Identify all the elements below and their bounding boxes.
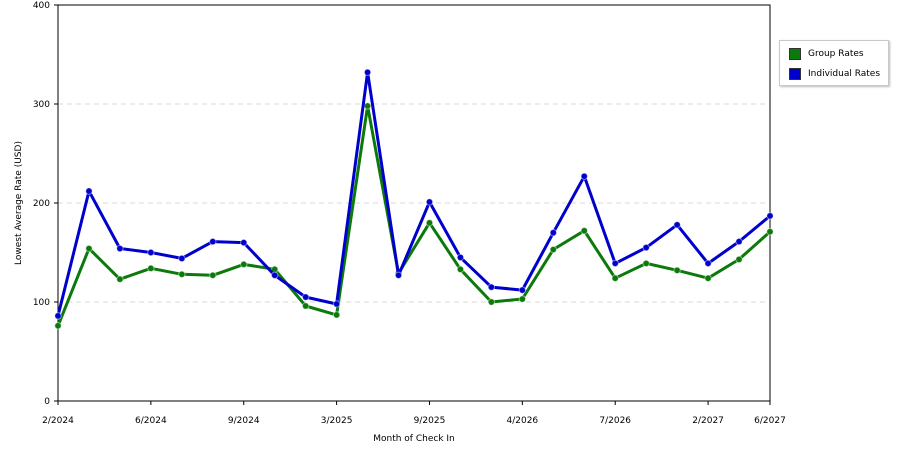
data-point-group-rates: [54, 322, 62, 330]
data-point-individual-rates: [54, 312, 62, 320]
data-point-group-rates: [580, 227, 588, 235]
x-tick-label: 2/2024: [42, 416, 74, 426]
data-point-individual-rates: [549, 229, 558, 237]
data-point-individual-rates: [394, 271, 403, 279]
data-point-group-rates: [209, 271, 217, 279]
data-point-group-rates: [332, 311, 341, 319]
legend-swatch-group-rates: [789, 48, 801, 60]
x-tick-label: 6/2024: [135, 416, 167, 426]
x-axis-title: Month of Check In: [373, 434, 455, 444]
x-tick-label: 2/2027: [692, 416, 724, 426]
data-point-group-rates: [704, 274, 712, 282]
data-point-individual-rates: [270, 271, 279, 279]
data-point-individual-rates: [580, 172, 588, 180]
x-tick-label: 6/2027: [754, 416, 786, 426]
y-axis-ticks: 0 100 200 300 400: [33, 1, 58, 407]
data-point-group-rates: [611, 274, 619, 282]
legend-label-individual-rates: Individual Rates: [808, 69, 881, 79]
gridlines: [58, 103, 770, 303]
y-axis-title: Lowest Average Rate (USD): [14, 141, 24, 265]
data-point-individual-rates: [178, 254, 186, 263]
data-point-individual-rates: [766, 212, 774, 220]
data-point-individual-rates: [363, 68, 372, 77]
data-point-group-rates: [363, 102, 372, 110]
x-tick-label: 7/2026: [599, 416, 631, 426]
series-line-individual-rates: [56, 70, 771, 317]
data-point-individual-rates: [301, 293, 310, 301]
data-point-individual-rates: [673, 221, 681, 229]
y-tick-label-100: 100: [33, 298, 50, 308]
data-point-individual-rates: [147, 248, 155, 257]
x-tick-label: 9/2025: [414, 416, 446, 426]
data-point-group-rates: [147, 264, 155, 273]
y-tick-label-200: 200: [33, 199, 50, 209]
data-point-individual-rates: [642, 243, 650, 252]
data-point-group-rates: [85, 244, 93, 253]
data-point-group-rates: [766, 228, 774, 236]
data-point-individual-rates: [611, 259, 619, 268]
data-point-individual-rates: [332, 300, 341, 308]
data-point-individual-rates: [116, 244, 124, 253]
data-point-individual-rates: [518, 286, 527, 294]
legend-item-individual-rates: Individual Rates: [789, 68, 880, 80]
data-point-individual-rates: [487, 283, 496, 291]
legend-label-group-rates: Group Rates: [808, 49, 864, 59]
data-point-group-rates: [518, 295, 527, 303]
data-point-group-rates: [425, 219, 434, 227]
data-point-group-rates: [301, 302, 310, 310]
x-tick-label: 9/2024: [228, 416, 260, 426]
data-point-individual-rates: [456, 253, 465, 262]
data-point-individual-rates: [704, 259, 712, 268]
y-tick-label-0: 0: [44, 397, 50, 407]
data-point-individual-rates: [425, 198, 434, 206]
data-point-individual-rates: [240, 238, 248, 247]
data-point-group-rates: [456, 265, 465, 274]
x-tick-label: 4/2026: [507, 416, 539, 426]
data-point-group-rates: [178, 270, 186, 278]
y-tick-label-300: 300: [33, 100, 50, 110]
data-point-group-rates: [549, 245, 558, 254]
legend: Group Rates Individual Rates: [779, 40, 889, 86]
data-point-group-rates: [240, 260, 248, 269]
data-point-individual-rates: [209, 237, 217, 246]
data-point-group-rates: [642, 259, 650, 268]
data-point-individual-rates: [85, 187, 93, 195]
y-tick-label-400: 400: [33, 1, 50, 11]
data-point-group-rates: [735, 255, 743, 264]
series-lines: [54, 68, 774, 330]
x-tick-label: 3/2025: [321, 416, 353, 426]
data-point-group-rates: [116, 275, 124, 283]
x-axis-ticks: 2/2024 6/2024 9/2024 3/2025 9/2025 4/2026 7/20…: [42, 401, 786, 426]
legend-swatch-individual-rates: [789, 68, 801, 80]
data-point-group-rates: [673, 266, 681, 275]
legend-item-group-rates: Group Rates: [789, 48, 864, 60]
data-point-individual-rates: [735, 237, 743, 246]
data-point-group-rates: [487, 298, 496, 306]
series-line-group-rates: [56, 104, 771, 327]
